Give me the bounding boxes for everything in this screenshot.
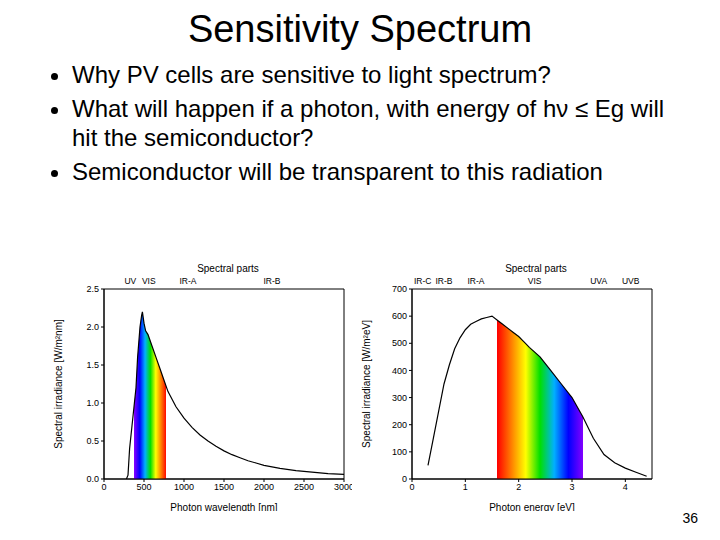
svg-text:1.0: 1.0 [86, 398, 99, 408]
svg-text:0: 0 [409, 482, 414, 492]
svg-text:UVA: UVA [590, 276, 607, 286]
svg-text:IR-B: IR-B [264, 276, 281, 286]
svg-text:3: 3 [569, 482, 574, 492]
svg-text:2: 2 [516, 482, 521, 492]
svg-text:Spectral irradiance [W/m²eV]: Spectral irradiance [W/m²eV] [361, 320, 372, 448]
svg-text:700: 700 [392, 284, 407, 294]
svg-text:IR-B: IR-B [436, 276, 453, 286]
svg-text:VIS: VIS [528, 276, 542, 286]
svg-text:2000: 2000 [254, 482, 274, 492]
svg-text:400: 400 [392, 366, 407, 376]
svg-text:VIS: VIS [142, 276, 156, 286]
html-text:Sensitivity Spectrum: Sensitivity Spectrum [187, 8, 533, 50]
svg-text:1000: 1000 [174, 482, 194, 492]
svg-text:2500: 2500 [294, 482, 314, 492]
html-text:Spectral parts: Spectral parts [505, 263, 567, 274]
svg-text:0.5: 0.5 [86, 436, 99, 446]
svg-text:0: 0 [402, 474, 407, 484]
svg-text:200: 200 [392, 420, 407, 430]
html-text:Why PV cells are sensitive to: Why PV cells are sensitive to light spec… [72, 61, 551, 88]
svg-text:2.0: 2.0 [86, 322, 99, 332]
svg-text:UV: UV [124, 276, 136, 286]
svg-text:600: 600 [392, 311, 407, 321]
svg-text:IR-A: IR-A [468, 276, 485, 286]
html-text:What will happen if a photon,: What will happen if a photon, with energ… [72, 95, 665, 151]
svg-text:Photon energy [eV]: Photon energy [eV] [489, 502, 575, 511]
svg-text:300: 300 [392, 393, 407, 403]
svg-text:4: 4 [623, 482, 628, 492]
svg-text:Spectral irradiance [W/m²nm]: Spectral irradiance [W/m²nm] [53, 319, 64, 449]
svg-text:2.5: 2.5 [86, 284, 99, 294]
svg-text:UVB: UVB [622, 276, 640, 286]
svg-text:Photon wavelength [nm]: Photon wavelength [nm] [170, 502, 278, 511]
svg-text:0.0: 0.0 [86, 474, 99, 484]
svg-text:500: 500 [392, 338, 407, 348]
svg-text:1.5: 1.5 [86, 360, 99, 370]
svg-text:500: 500 [136, 482, 151, 492]
html-text:Spectral parts: Spectral parts [197, 263, 259, 274]
html-text:Semiconductor will be transpar: Semiconductor will be transparent to thi… [72, 158, 603, 185]
svg-text:1: 1 [463, 482, 468, 492]
svg-text:0: 0 [101, 482, 106, 492]
svg-text:IR-C: IR-C [414, 276, 431, 286]
svg-text:IR-A: IR-A [180, 276, 197, 286]
svg-text:3000: 3000 [334, 482, 352, 492]
svg-text:100: 100 [392, 447, 407, 457]
svg-text:1500: 1500 [214, 482, 234, 492]
html-text:36: 36 [682, 510, 698, 526]
